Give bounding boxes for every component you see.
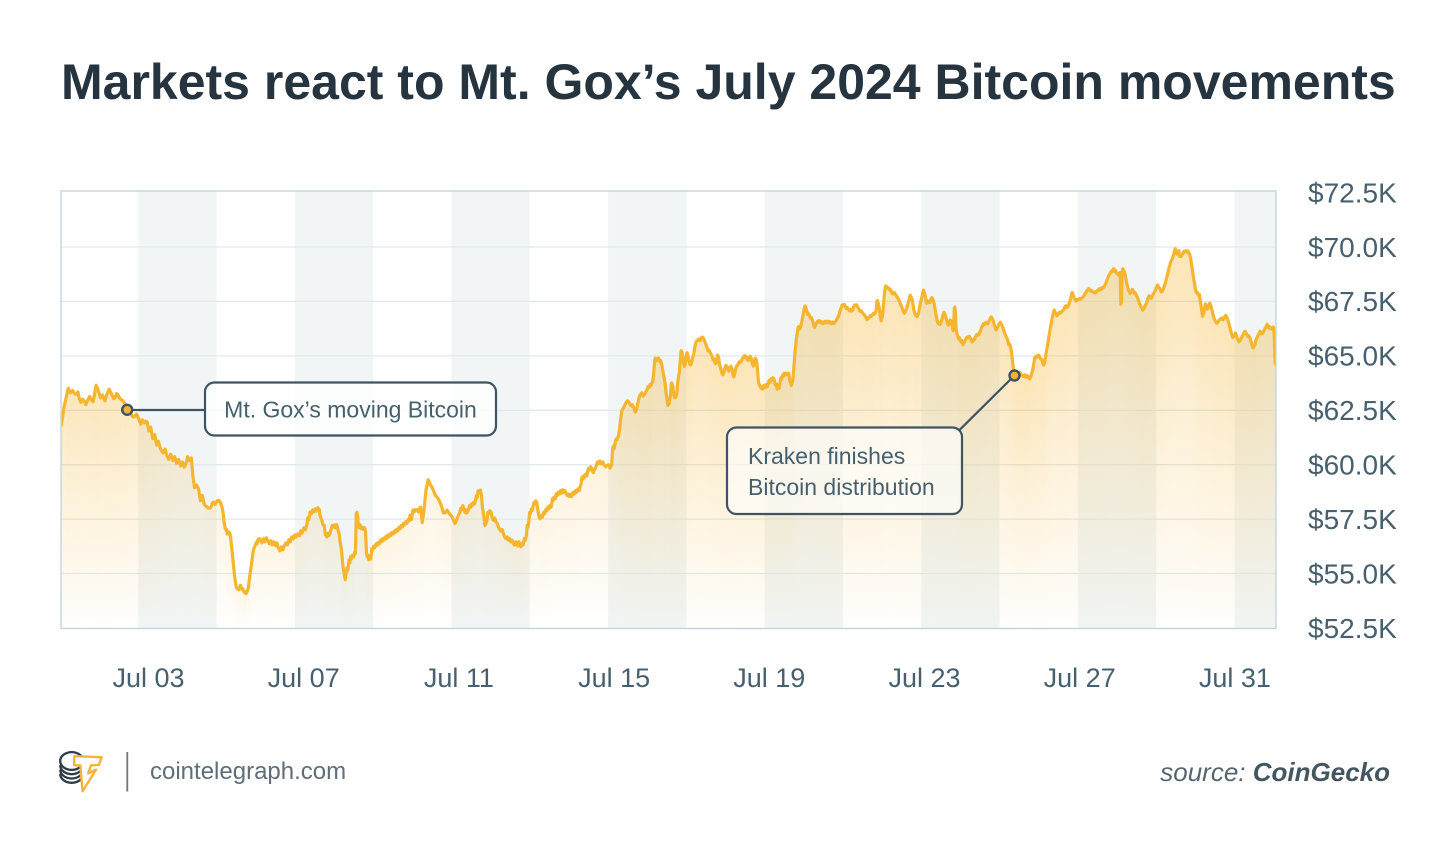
svg-text:$52.5K: $52.5K	[1308, 613, 1397, 644]
svg-text:$60.0K: $60.0K	[1308, 450, 1397, 481]
svg-text:Jul 27: Jul 27	[1044, 663, 1116, 693]
svg-text:$62.5K: $62.5K	[1308, 395, 1397, 426]
svg-text:Jul 15: Jul 15	[578, 663, 650, 693]
svg-text:Jul 11: Jul 11	[424, 663, 494, 693]
svg-text:Jul 03: Jul 03	[112, 663, 184, 693]
svg-text:Mt. Gox’s moving Bitcoin: Mt. Gox’s moving Bitcoin	[224, 397, 477, 423]
svg-text:Jul 07: Jul 07	[268, 663, 340, 693]
svg-text:$65.0K: $65.0K	[1308, 341, 1397, 372]
svg-text:$72.5K: $72.5K	[1308, 177, 1397, 208]
svg-text:$70.0K: $70.0K	[1308, 232, 1397, 263]
svg-text:Markets react to Mt. Gox’s Jul: Markets react to Mt. Gox’s July 2024 Bit…	[61, 54, 1396, 110]
svg-text:Jul 19: Jul 19	[733, 663, 805, 693]
svg-text:cointelegraph.com: cointelegraph.com	[150, 758, 346, 785]
svg-text:Jul 31: Jul 31	[1199, 663, 1271, 693]
svg-text:$55.0K: $55.0K	[1308, 558, 1397, 589]
svg-text:source: CoinGecko: source: CoinGecko	[1160, 757, 1390, 787]
svg-text:Jul 23: Jul 23	[888, 663, 960, 693]
svg-text:Bitcoin distribution: Bitcoin distribution	[748, 474, 935, 500]
svg-text:Kraken finishes: Kraken finishes	[748, 443, 905, 469]
svg-text:$57.5K: $57.5K	[1308, 504, 1397, 535]
svg-text:$67.5K: $67.5K	[1308, 286, 1397, 317]
